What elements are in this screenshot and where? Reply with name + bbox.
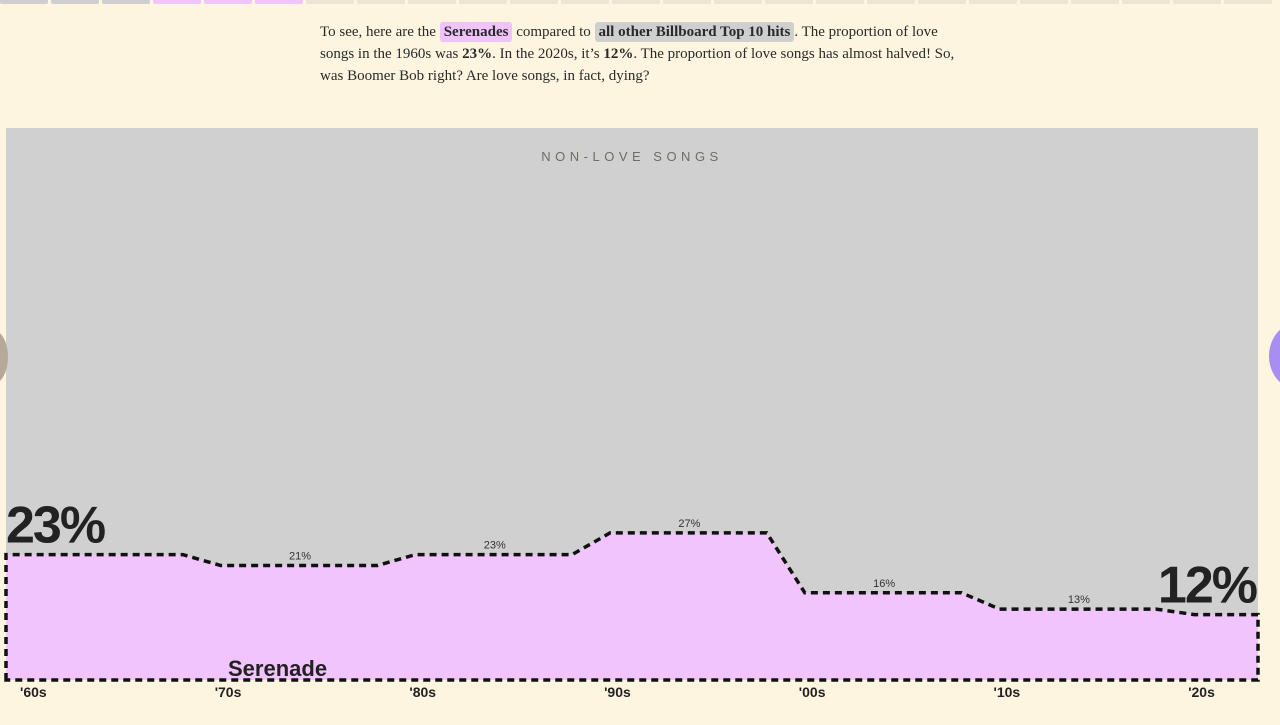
intro-text-3: . The proportion of love songs in the 19… [320,24,938,62]
progress-segment [0,0,48,4]
intro-text-2: compared to [516,24,591,40]
value-label: 23% [484,540,506,552]
progress-segment [1020,0,1068,4]
serenade-area-label: Serenade [228,656,327,681]
x-tick-label: '00s [799,684,826,700]
intro-text-5: . The proportion of love songs has almos… [320,46,955,84]
other-hits-highlight-chip: all other Billboard Top 10 hits [594,22,795,42]
progress-segment [867,0,915,4]
progress-segment [102,0,150,4]
x-tick-label: '20s [1188,684,1215,700]
non-love-songs-label: NON-LOVE SONGS [541,149,722,164]
value-label: 16% [873,578,895,590]
value-label: 27% [678,518,700,530]
story-progress-bar [0,0,1280,4]
progress-segment [663,0,711,4]
next-step-button[interactable] [1269,322,1280,390]
progress-segment [969,0,1017,4]
progress-segment [51,0,99,4]
progress-segment [561,0,609,4]
stat-1960s: 23% [462,46,493,62]
progress-segment [1173,0,1221,4]
big-start-value-label: 23% [6,497,105,555]
intro-text-1: To see, here are the [320,24,436,40]
value-label: 13% [1068,594,1090,606]
x-tick-label: '80s [409,684,436,700]
progress-segment [714,0,762,4]
progress-segment [612,0,660,4]
value-label: 21% [289,551,311,563]
progress-segment [1122,0,1170,4]
previous-step-button[interactable] [0,330,8,384]
big-end-value-label: 12% [1158,557,1257,615]
progress-segment [918,0,966,4]
x-tick-label: '90s [604,684,631,700]
x-tick-label: '60s [20,684,47,700]
progress-segment [1071,0,1119,4]
progress-segment [255,0,303,4]
x-tick-label: '10s [994,684,1021,700]
intro-text-4: . In the 2020s, it’s [492,46,600,62]
progress-segment [510,0,558,4]
progress-segment [357,0,405,4]
progress-segment [204,0,252,4]
serenades-highlight-chip: Serenades [439,22,513,42]
progress-segment [306,0,354,4]
progress-segment [1224,0,1272,4]
progress-segment [153,0,201,4]
progress-segment [408,0,456,4]
progress-segment [765,0,813,4]
stat-2020s: 12% [603,46,634,62]
serenade-area [6,532,1258,680]
x-tick-label: '70s [215,684,242,700]
progress-segment [816,0,864,4]
serenade-area-outline [4,531,1260,682]
intro-paragraph: To see, here are the Serenades compared … [320,21,960,87]
progress-segment [459,0,507,4]
